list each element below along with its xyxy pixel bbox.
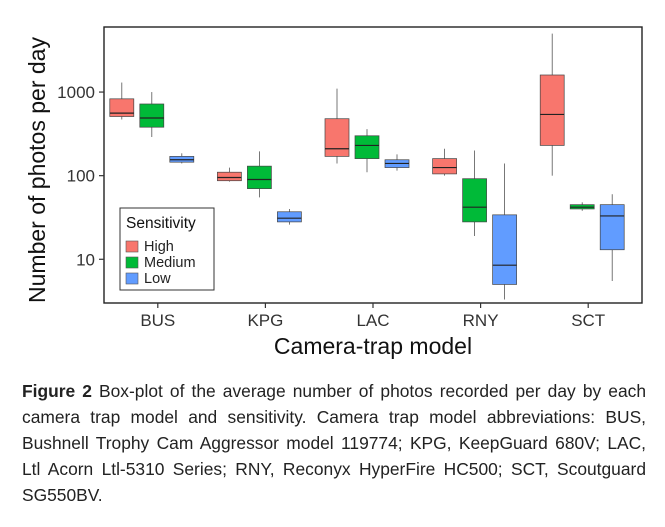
x-tick-label: BUS bbox=[140, 311, 175, 330]
legend-label-high: High bbox=[144, 239, 174, 255]
x-tick-label: LAC bbox=[356, 311, 389, 330]
box-medium-lac bbox=[354, 129, 380, 173]
y-axis-label: Number of photos per day bbox=[24, 37, 50, 303]
box-medium-bus bbox=[139, 92, 165, 138]
box-medium-rny bbox=[462, 150, 487, 236]
caption-text: Box-plot of the average number of photos… bbox=[22, 381, 646, 505]
box-low-rny bbox=[492, 163, 517, 300]
legend-key-medium bbox=[125, 256, 139, 269]
box-high-sct bbox=[539, 33, 565, 176]
legend-label-low: Low bbox=[144, 271, 171, 287]
caption-label: Figure 2 bbox=[22, 381, 92, 401]
x-tick-label: RNY bbox=[463, 311, 499, 330]
figure-caption: Figure 2 Box-plot of the average number … bbox=[22, 378, 646, 508]
box-high-kpg bbox=[217, 167, 242, 182]
box-iqr bbox=[432, 158, 457, 175]
box-high-bus bbox=[109, 82, 135, 120]
box-iqr bbox=[462, 178, 487, 223]
box-iqr bbox=[247, 165, 272, 189]
x-axis: BUS KPG LAC RNY SCT bbox=[140, 303, 605, 330]
box-iqr bbox=[354, 135, 380, 159]
box-series-group bbox=[109, 33, 625, 300]
box-high-rny bbox=[432, 148, 457, 176]
box-low-lac bbox=[384, 154, 410, 171]
box-iqr bbox=[324, 118, 350, 157]
box-iqr bbox=[277, 211, 302, 223]
box-iqr bbox=[109, 98, 135, 117]
y-tick-label: 10 bbox=[76, 250, 95, 269]
box-iqr bbox=[599, 204, 625, 251]
box-medium-sct bbox=[569, 202, 595, 211]
legend-key-high bbox=[125, 240, 139, 253]
legend-key-low bbox=[125, 272, 139, 285]
y-axis: 10 100 1000 bbox=[57, 83, 104, 269]
y-tick-label: 100 bbox=[67, 167, 95, 186]
box-iqr bbox=[139, 103, 165, 128]
x-tick-label: SCT bbox=[571, 311, 605, 330]
x-axis-label: Camera-trap model bbox=[274, 333, 472, 359]
x-tick-label: KPG bbox=[247, 311, 283, 330]
y-tick-label: 1000 bbox=[57, 83, 95, 102]
box-high-lac bbox=[324, 88, 350, 164]
legend-label-medium: Medium bbox=[144, 255, 196, 271]
box-low-bus bbox=[169, 153, 195, 164]
boxplot-chart: 10 100 1000 BUS KPG LAC RNY SCT Number of phot… bbox=[24, 26, 643, 359]
legend-title: Sensitivity bbox=[126, 215, 196, 232]
box-iqr bbox=[539, 74, 565, 146]
box-iqr bbox=[217, 171, 242, 182]
box-low-kpg bbox=[277, 208, 302, 225]
box-medium-kpg bbox=[247, 151, 272, 198]
box-low-sct bbox=[599, 194, 625, 281]
box-iqr bbox=[492, 214, 517, 285]
